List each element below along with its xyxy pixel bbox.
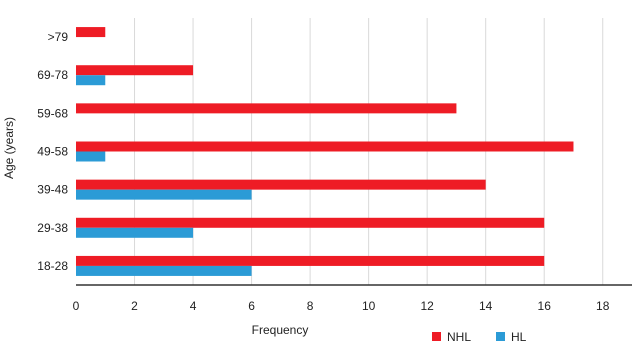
y-axis-title: Age (years): [2, 117, 16, 179]
bar-hl-6978: [76, 75, 106, 86]
legend-swatch-hl: [496, 332, 505, 341]
legend-swatch-nhl: [432, 332, 441, 341]
bar-nhl-5968: [76, 103, 457, 114]
bar-nhl-1828: [76, 255, 545, 266]
bar-nhl-4958: [76, 141, 574, 152]
x-tick-label: 2: [131, 299, 138, 313]
x-tick-label: 8: [307, 299, 314, 313]
bars: [76, 27, 574, 276]
x-tick-label: 4: [190, 299, 197, 313]
legend-label-hl: HL: [511, 330, 527, 344]
y-tick-label: 59-68: [37, 106, 68, 120]
bar-hl-4958: [76, 151, 106, 162]
y-tick-labels: 18-28 29-38 39-48 49-58 59-68 69-78 >79: [37, 30, 68, 273]
bar-hl-2938: [76, 227, 194, 238]
bar-nhl-79: [76, 27, 106, 38]
x-tick-label: 12: [420, 299, 434, 313]
bar-nhl-6978: [76, 65, 194, 76]
bar-nhl-2938: [76, 217, 545, 228]
y-tick-label: >79: [48, 30, 69, 44]
y-tick-label: 69-78: [37, 68, 68, 82]
x-tick-label: 10: [362, 299, 376, 313]
legend: NHL HL: [432, 330, 527, 344]
bar-nhl-3948: [76, 179, 486, 190]
legend-label-nhl: NHL: [447, 330, 471, 344]
bar-hl-1828: [76, 265, 252, 276]
bar-hl-3948: [76, 189, 252, 200]
x-tick-label: 6: [248, 299, 255, 313]
x-tick-label: 16: [538, 299, 552, 313]
x-axis-title: Frequency: [252, 323, 309, 337]
x-tick-labels: 0 2 4 6 8 10 12 14 16 18: [73, 299, 610, 313]
y-tick-label: 49-58: [37, 145, 68, 159]
y-tick-label: 29-38: [37, 221, 68, 235]
y-tick-label: 18-28: [37, 259, 68, 273]
y-tick-label: 39-48: [37, 183, 68, 197]
x-tick-label: 18: [596, 299, 610, 313]
x-tick-label: 0: [73, 299, 80, 313]
x-tick-label: 14: [479, 299, 493, 313]
